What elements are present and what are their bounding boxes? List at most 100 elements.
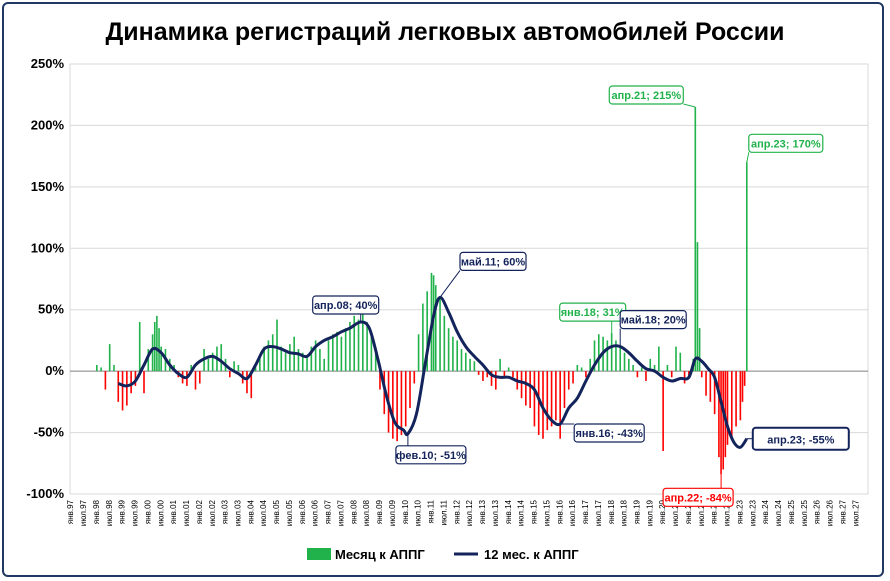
- x-tick-label: янв.07: [324, 499, 333, 524]
- annotation-box: [619, 310, 687, 330]
- annotation-label: апр.23; 170%: [751, 138, 821, 150]
- bar: [743, 371, 746, 386]
- x-tick-label: янв.05: [272, 499, 281, 524]
- bar: [147, 349, 150, 372]
- bar: [259, 356, 261, 372]
- x-tick-label: янв.09: [375, 499, 384, 524]
- bar: [698, 328, 701, 372]
- bar: [722, 371, 725, 470]
- bar: [477, 371, 480, 375]
- bar: [344, 328, 347, 372]
- bar: [284, 352, 287, 372]
- x-tick-label: июл.16: [568, 499, 577, 526]
- bar: [683, 371, 686, 384]
- bar: [675, 346, 677, 372]
- x-tick-label: янв.16: [555, 499, 564, 524]
- bar: [589, 358, 592, 372]
- bar: [336, 331, 338, 372]
- bar: [362, 303, 364, 372]
- x-tick-label: июл.19: [645, 499, 654, 526]
- legend-monthly-label: Месяц к АППГ: [335, 547, 425, 562]
- annotation-label: апр.08; 40%: [314, 300, 378, 312]
- bar: [670, 371, 673, 378]
- bar: [735, 371, 737, 427]
- bar: [417, 334, 420, 372]
- bar: [696, 242, 699, 372]
- bar: [126, 371, 128, 406]
- x-tick-label: июл.05: [285, 499, 294, 526]
- annotation-leader: [746, 152, 750, 163]
- x-tick-label: янв.15: [530, 499, 539, 524]
- bar: [649, 358, 652, 372]
- bar: [138, 322, 141, 372]
- x-tick-label: июл.17: [594, 499, 603, 526]
- x-tick-label: июл.25: [800, 499, 809, 526]
- x-tick-label: янв.10: [401, 499, 410, 524]
- bar: [567, 371, 570, 390]
- bar: [495, 371, 497, 390]
- legend-monthly-swatch: [307, 548, 331, 560]
- bar: [100, 367, 102, 372]
- x-tick-label: июл.18: [620, 499, 629, 526]
- annotation-box: [748, 133, 824, 153]
- y-tick-label: -50%: [34, 425, 65, 440]
- x-tick-label: янв.03: [221, 499, 230, 524]
- bar: [482, 371, 484, 381]
- annotation-box: [751, 426, 850, 451]
- bar: [636, 371, 639, 378]
- bar: [349, 322, 351, 372]
- x-tick-label: янв.25: [787, 499, 796, 524]
- annotation-label: фев.10; -51%: [396, 450, 466, 462]
- annotation-label: янв.16; -43%: [575, 428, 643, 440]
- bar: [645, 371, 647, 381]
- bar: [640, 367, 643, 372]
- bar: [490, 371, 493, 386]
- x-tick-label: янв.22: [710, 499, 719, 524]
- x-tick-label: июл.14: [517, 499, 526, 526]
- bar: [653, 365, 656, 372]
- bar: [314, 340, 317, 372]
- bar: [353, 315, 356, 372]
- x-tick-label: янв.27: [838, 499, 847, 524]
- bar: [718, 371, 720, 458]
- annotation-box: [662, 487, 734, 507]
- x-tick-label: янв.06: [298, 499, 307, 524]
- bar: [529, 371, 531, 408]
- bar: [267, 340, 270, 372]
- bar: [108, 344, 111, 372]
- bar: [151, 334, 154, 372]
- y-tick-label: 50%: [38, 302, 64, 317]
- bar: [709, 371, 712, 402]
- bar: [331, 334, 334, 372]
- bar: [730, 371, 733, 439]
- x-tick-label: янв.21: [684, 499, 693, 524]
- bar: [559, 371, 561, 439]
- bar: [533, 371, 536, 427]
- x-tick-label: июл.22: [723, 499, 732, 526]
- bar: [310, 346, 313, 372]
- x-tick-label: июл.06: [311, 499, 320, 526]
- bar: [563, 371, 566, 408]
- bar: [512, 371, 514, 378]
- x-tick-label: июл.03: [234, 499, 243, 526]
- bar: [525, 371, 527, 406]
- bar: [280, 346, 283, 372]
- x-tick-label: янв.99: [118, 499, 127, 524]
- annotation-label: апр.21; 215%: [611, 90, 681, 102]
- x-tick-label: июл.12: [465, 499, 474, 526]
- x-tick-label: июл.23: [748, 499, 757, 526]
- bar: [473, 361, 476, 372]
- bar: [198, 371, 201, 384]
- y-tick-label: 250%: [31, 56, 65, 71]
- bar: [452, 336, 454, 372]
- bar: [705, 371, 707, 396]
- annotation-leader: [683, 103, 696, 108]
- bar: [739, 371, 742, 421]
- x-tick-label: янв.24: [761, 499, 770, 524]
- bar: [379, 371, 381, 390]
- bar: [713, 371, 716, 415]
- x-tick-label: янв.02: [195, 499, 204, 524]
- y-axis: 250% 200% 150% 100% 50% 0% -50% -100%: [26, 56, 64, 501]
- bar: [306, 356, 308, 372]
- bar: [319, 349, 321, 372]
